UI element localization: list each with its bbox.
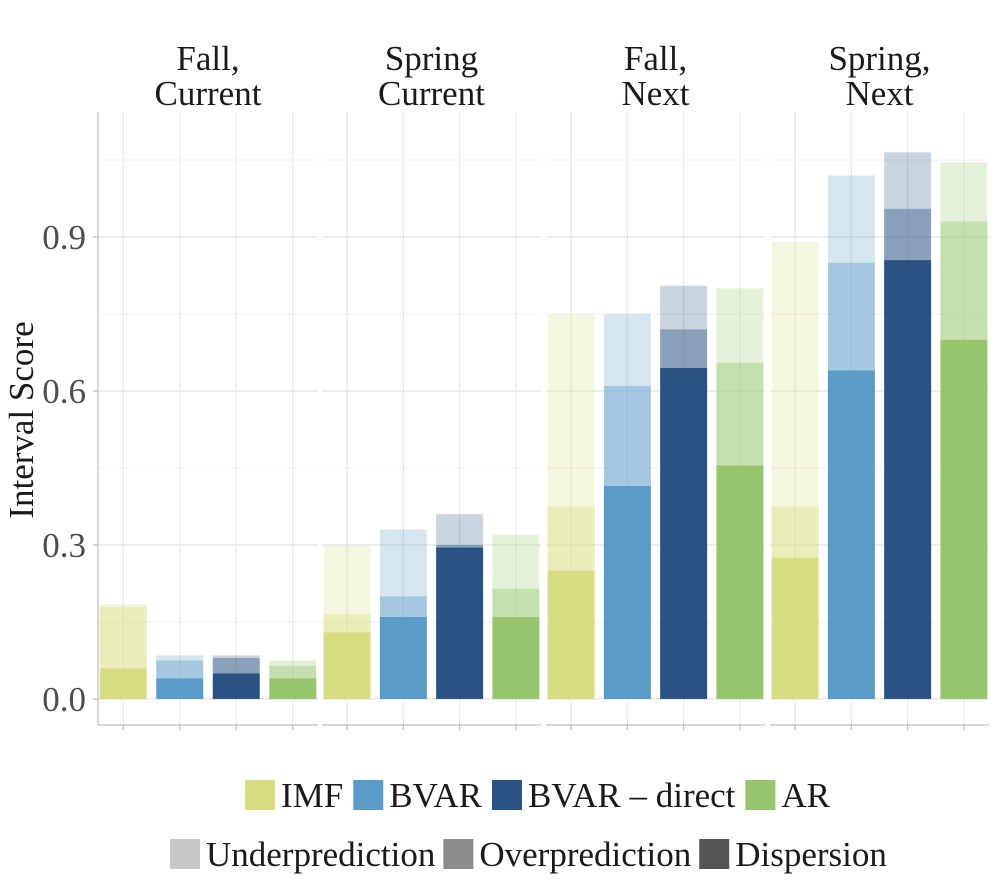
bar-segment-underprediction (827, 175, 875, 263)
facet-title: Current (378, 74, 485, 113)
bar-segment-dispersion (716, 465, 764, 699)
bar-segment-overprediction (940, 221, 988, 340)
bar-segment-underprediction (269, 660, 317, 666)
bar-segment-dispersion (492, 616, 540, 699)
bar-segment-dispersion (436, 547, 484, 699)
bar-segment-underprediction (547, 314, 595, 507)
legend-swatch (443, 839, 474, 869)
facet-title: Spring (385, 39, 478, 78)
legend-label: Dispersion (735, 835, 887, 874)
y-tick-label: 0.0 (42, 680, 86, 719)
y-tick-label: 0.6 (42, 372, 86, 411)
facet-title: Fall, (176, 39, 239, 78)
bar-segment-underprediction (156, 655, 204, 661)
bar-segment-overprediction (884, 208, 932, 261)
bar-segment-overprediction (269, 665, 317, 679)
legend-swatch (699, 839, 730, 869)
legend-label: Underprediction (206, 835, 435, 874)
bar-segment-underprediction (99, 604, 147, 607)
bar-segment-overprediction (771, 506, 819, 558)
bar-segment-dispersion (603, 485, 651, 699)
legend-label: Overprediction (479, 835, 691, 874)
bar-segment-dispersion (884, 260, 932, 699)
bar-segment-overprediction (156, 660, 204, 679)
bar-segment-overprediction (323, 614, 371, 633)
bar-segment-underprediction (660, 285, 708, 330)
facet-title-layer: Fall,CurrentSpringCurrentFall,NextSpring… (155, 39, 931, 113)
legend-label: IMF (281, 776, 343, 815)
legend-swatch (353, 780, 384, 810)
bar-segment-underprediction (212, 655, 260, 658)
bar-segment-overprediction (827, 262, 875, 371)
legend-label: BVAR (389, 776, 482, 815)
bar-segment-dispersion (940, 339, 988, 699)
bar-segment-overprediction (379, 596, 427, 617)
bar-segment-overprediction (212, 657, 260, 674)
bar-segment-dispersion (323, 632, 371, 699)
legend-label: BVAR – direct (528, 776, 736, 815)
bar-segment-dispersion (212, 673, 260, 699)
bar-segment-underprediction (884, 152, 932, 209)
bar-segment-dispersion (827, 370, 875, 699)
bar-segment-overprediction (99, 606, 147, 669)
bar-segment-dispersion (547, 570, 595, 699)
bar-segment-overprediction (660, 329, 708, 368)
bar-segment-dispersion (269, 678, 317, 699)
legend-label: AR (781, 776, 830, 815)
bar-segment-overprediction (603, 385, 651, 486)
bar-segment-dispersion (379, 616, 427, 699)
facet-title: Fall, (624, 39, 687, 78)
y-tick-label: 0.3 (42, 526, 86, 565)
legend-swatch (745, 780, 776, 810)
bar-segment-underprediction (716, 288, 764, 363)
bar-segment-dispersion (771, 557, 819, 699)
bar-segment-dispersion (99, 668, 147, 699)
bar-segment-overprediction (436, 545, 484, 548)
bar-segment-overprediction (716, 362, 764, 466)
bar-segment-underprediction (379, 529, 427, 597)
bar-segment-underprediction (940, 162, 988, 222)
bar-segment-underprediction (323, 545, 371, 615)
bar-segment-underprediction (492, 534, 540, 589)
bar-segment-dispersion (156, 678, 204, 699)
facet-title: Next (845, 74, 913, 113)
facet-title: Next (621, 74, 689, 113)
bar-layer (99, 152, 988, 699)
bar-segment-overprediction (492, 588, 540, 617)
y-axis-title: Interval Score (2, 321, 41, 518)
legend-swatch (245, 780, 275, 810)
facet-title: Current (155, 74, 262, 113)
legend: IMF BVAR BVAR – direct AR Underprediction Ove… (170, 776, 887, 874)
bar-segment-overprediction (547, 506, 595, 571)
y-tick-label: 0.9 (42, 218, 86, 257)
bar-segment-underprediction (603, 314, 651, 386)
bar-segment-dispersion (660, 367, 708, 699)
legend-swatch (491, 780, 522, 810)
legend-swatch (170, 839, 200, 869)
bar-segment-underprediction (436, 514, 484, 545)
bar-segment-underprediction (771, 242, 819, 507)
axis-layer: 0.0 0.3 0.6 0.9 (42, 112, 989, 730)
facet-title: Spring, (828, 39, 930, 78)
